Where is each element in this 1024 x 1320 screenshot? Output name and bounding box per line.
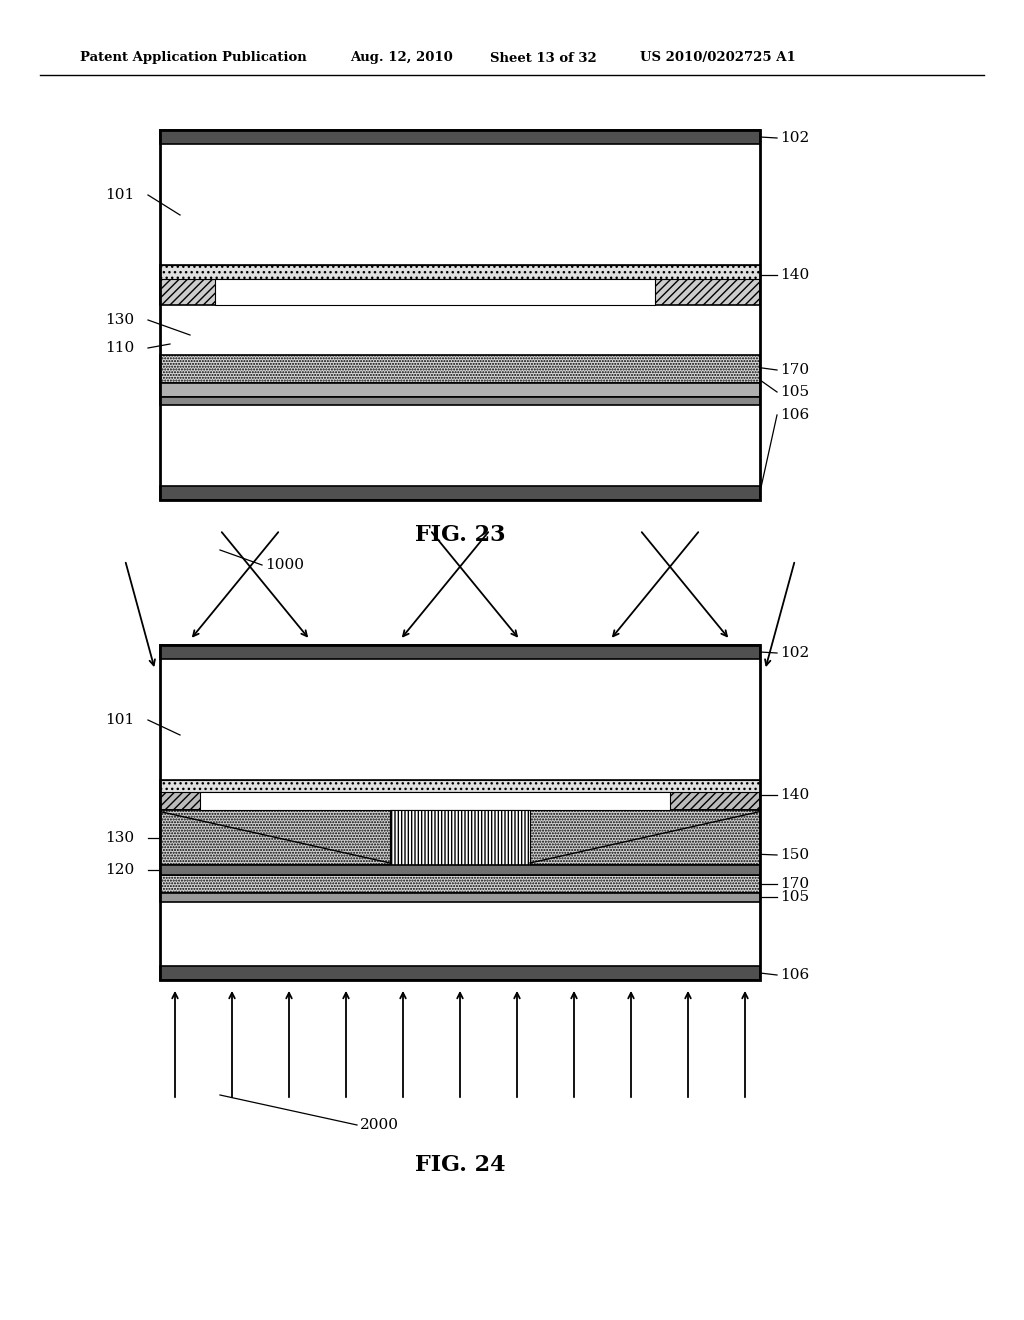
Text: 170: 170 xyxy=(780,876,809,891)
Bar xyxy=(160,875,760,894)
Bar xyxy=(160,265,760,279)
Text: 101: 101 xyxy=(105,187,134,202)
Bar xyxy=(160,129,760,144)
Text: 140: 140 xyxy=(780,788,809,803)
Text: FIG. 23: FIG. 23 xyxy=(415,524,505,546)
Text: 140: 140 xyxy=(780,268,809,282)
Text: Sheet 13 of 32: Sheet 13 of 32 xyxy=(490,51,597,65)
Bar xyxy=(390,810,530,865)
Text: 170: 170 xyxy=(780,363,809,378)
Text: 1000: 1000 xyxy=(265,558,304,572)
Bar xyxy=(160,966,760,979)
Bar xyxy=(160,486,760,500)
Bar xyxy=(160,129,760,500)
Bar xyxy=(160,645,760,979)
Text: 102: 102 xyxy=(780,645,809,660)
Bar xyxy=(160,397,760,405)
Bar xyxy=(160,894,760,902)
Text: Aug. 12, 2010: Aug. 12, 2010 xyxy=(350,51,453,65)
Text: 102: 102 xyxy=(780,131,809,145)
Text: FIG. 24: FIG. 24 xyxy=(415,1154,505,1176)
Bar xyxy=(160,265,760,305)
Text: 130: 130 xyxy=(105,832,134,845)
Text: 2000: 2000 xyxy=(360,1118,399,1133)
Text: 130: 130 xyxy=(105,313,134,327)
Text: 106: 106 xyxy=(780,968,809,982)
Bar xyxy=(160,383,760,397)
Bar xyxy=(160,780,760,792)
Text: 150: 150 xyxy=(780,847,809,862)
Bar xyxy=(160,865,760,875)
Bar xyxy=(160,810,760,865)
Bar xyxy=(160,645,760,659)
Text: 101: 101 xyxy=(105,713,134,727)
Text: 105: 105 xyxy=(780,890,809,904)
Bar xyxy=(160,780,760,810)
Text: 105: 105 xyxy=(780,385,809,399)
Text: 106: 106 xyxy=(780,408,809,422)
Text: 120: 120 xyxy=(105,863,134,876)
Text: 110: 110 xyxy=(105,341,134,355)
Bar xyxy=(160,355,760,383)
Bar xyxy=(215,279,655,305)
Text: US 2010/0202725 A1: US 2010/0202725 A1 xyxy=(640,51,796,65)
Text: Patent Application Publication: Patent Application Publication xyxy=(80,51,307,65)
Bar xyxy=(200,792,670,810)
